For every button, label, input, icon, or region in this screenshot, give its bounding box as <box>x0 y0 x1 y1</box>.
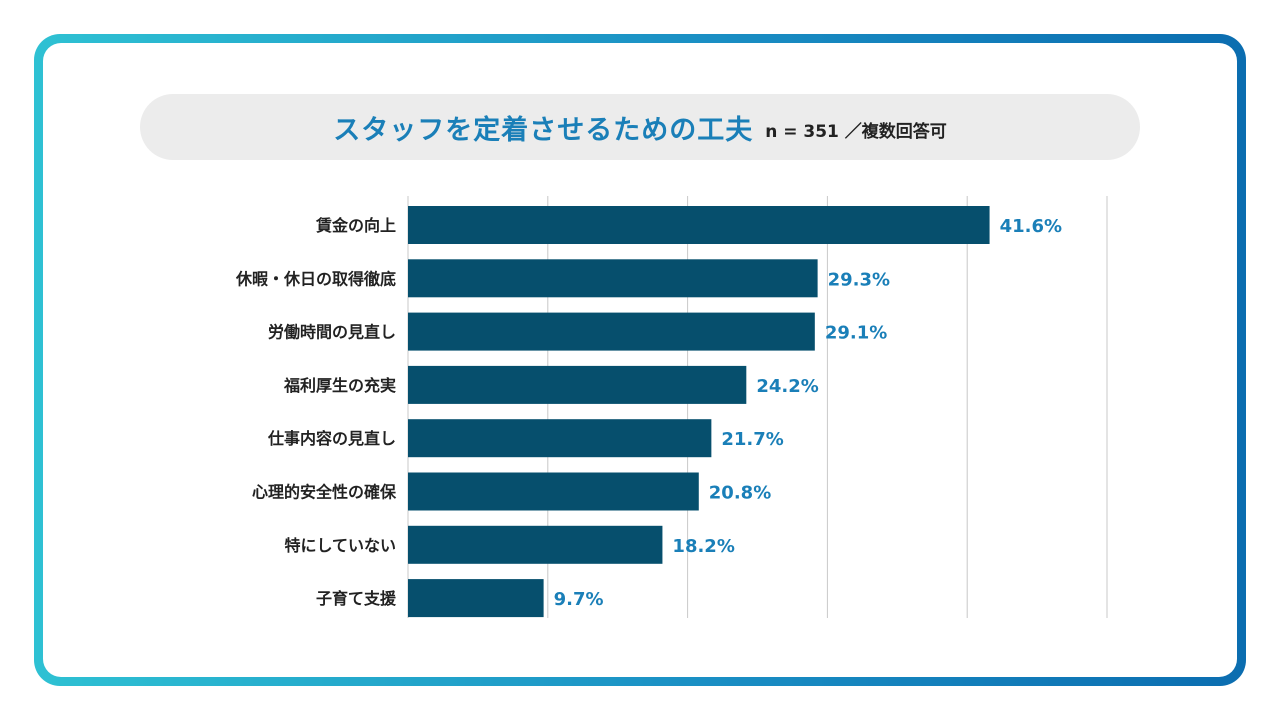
value-label-6: 18.2% <box>672 536 734 557</box>
value-label-4: 21.7% <box>721 429 783 450</box>
bar-1 <box>408 259 818 298</box>
bar-4 <box>408 419 712 458</box>
value-label-0: 41.6% <box>1000 216 1062 237</box>
category-label-2: 労働時間の見直し <box>268 323 396 342</box>
category-label-7: 子育て支援 <box>316 589 397 608</box>
value-label-7: 9.7% <box>554 589 604 610</box>
category-label-6: 特にしていない <box>284 536 396 555</box>
bar-6 <box>408 525 663 564</box>
title-banner: スタッフを定着させるための工夫 n = 351 ／複数回答可 <box>140 94 1140 160</box>
category-label-1: 休暇・休日の取得徹底 <box>235 269 396 288</box>
chart-subtitle: n = 351 ／複数回答可 <box>765 121 947 142</box>
value-label-3: 24.2% <box>756 376 818 397</box>
bar-2 <box>408 312 815 351</box>
value-label-1: 29.3% <box>828 269 890 290</box>
bar-5 <box>408 472 699 511</box>
category-label-0: 賃金の向上 <box>315 216 396 235</box>
value-label-5: 20.8% <box>709 483 771 504</box>
bar-3 <box>408 365 747 404</box>
category-label-5: 心理的安全性の確保 <box>252 483 397 502</box>
chart-title: スタッフを定着させるための工夫 <box>333 114 754 146</box>
value-label-2: 29.1% <box>825 323 887 344</box>
category-label-3: 福利厚生の充実 <box>283 376 396 395</box>
bar-0 <box>408 206 990 244</box>
bar-7 <box>408 579 544 618</box>
category-label-4: 仕事内容の見直し <box>267 429 396 448</box>
